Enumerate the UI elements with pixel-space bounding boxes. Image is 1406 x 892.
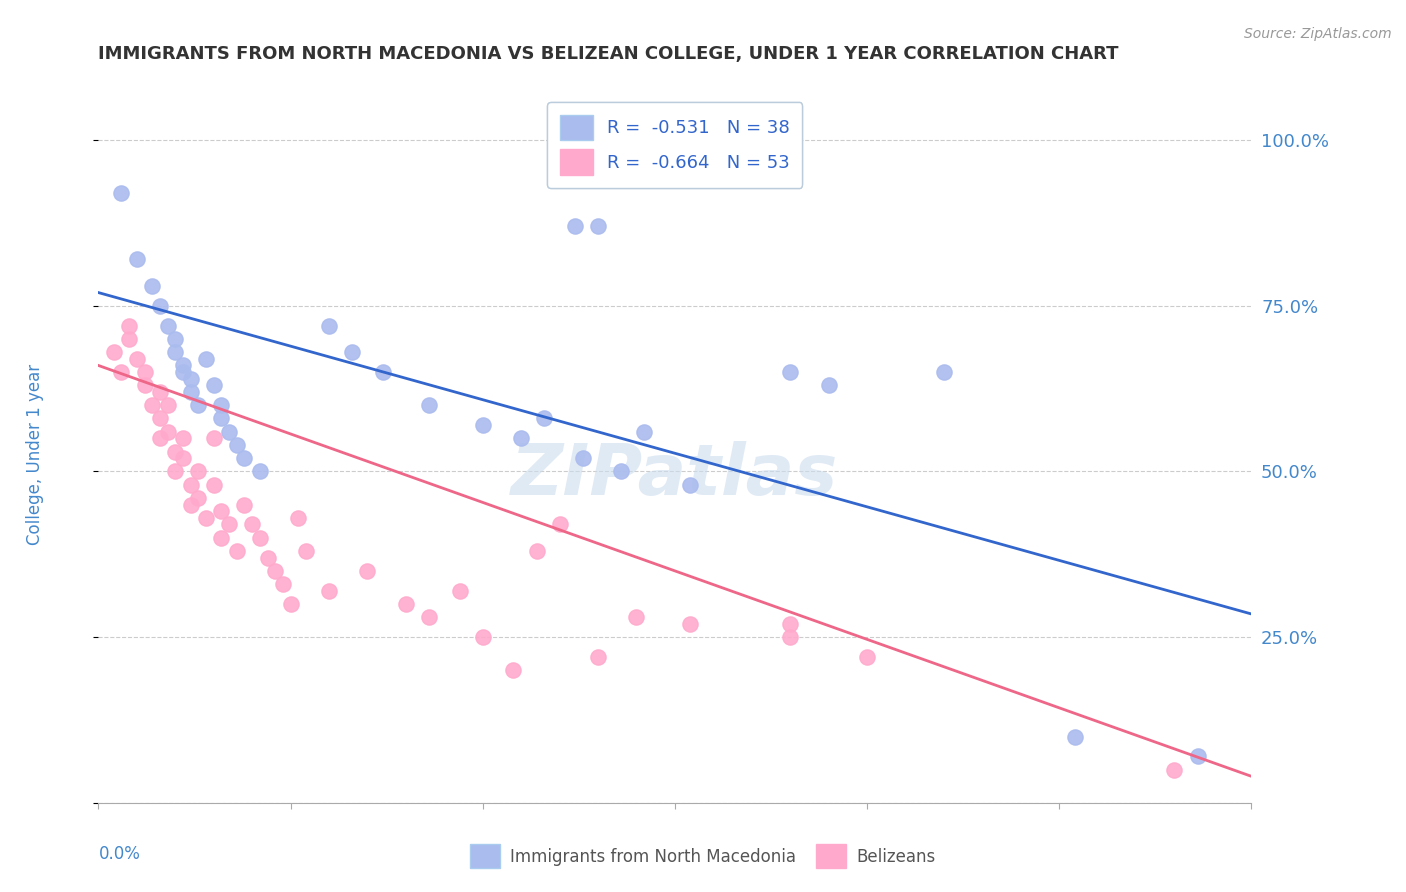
Point	[172, 431, 194, 445]
Point	[271, 577, 294, 591]
Point	[110, 365, 132, 379]
Point	[209, 531, 232, 545]
Point	[502, 663, 524, 677]
Point	[249, 531, 271, 545]
Point	[180, 498, 202, 512]
Legend: Immigrants from North Macedonia, Belizeans: Immigrants from North Macedonia, Belizea…	[464, 838, 942, 875]
Point	[172, 359, 194, 373]
Point	[779, 630, 801, 644]
Point	[218, 517, 240, 532]
Text: IMMIGRANTS FROM NORTH MACEDONIA VS BELIZEAN COLLEGE, UNDER 1 YEAR CORRELATION CH: IMMIGRANTS FROM NORTH MACEDONIA VS BELIZ…	[98, 45, 1119, 62]
Point	[149, 411, 172, 425]
Point	[156, 425, 179, 439]
Point	[449, 583, 471, 598]
Point	[225, 438, 247, 452]
Point	[240, 517, 263, 532]
Point	[202, 378, 225, 392]
Point	[180, 384, 202, 399]
Point	[134, 365, 156, 379]
Point	[626, 610, 648, 624]
Point	[817, 378, 839, 392]
Point	[256, 550, 278, 565]
Point	[471, 630, 494, 644]
Point	[165, 332, 187, 346]
Point	[149, 384, 172, 399]
Text: Source: ZipAtlas.com: Source: ZipAtlas.com	[1244, 27, 1392, 41]
Point	[187, 465, 209, 479]
Text: ZIPatlas: ZIPatlas	[512, 442, 838, 510]
Point	[233, 498, 256, 512]
Point	[110, 186, 132, 201]
Point	[633, 425, 655, 439]
Point	[172, 451, 194, 466]
Point	[318, 318, 340, 333]
Point	[318, 583, 340, 598]
Point	[233, 451, 256, 466]
Legend: R =  -0.531   N = 38, R =  -0.664   N = 53: R = -0.531 N = 38, R = -0.664 N = 53	[547, 103, 803, 187]
Point	[125, 351, 148, 366]
Point	[264, 564, 287, 578]
Point	[202, 477, 225, 491]
Point	[418, 398, 440, 412]
Point	[180, 372, 202, 386]
Point	[679, 477, 702, 491]
Point	[280, 597, 302, 611]
Point	[118, 318, 141, 333]
Point	[195, 511, 218, 525]
Point	[586, 219, 609, 234]
Point	[134, 378, 156, 392]
Point	[209, 504, 232, 518]
Point	[418, 610, 440, 624]
Point	[287, 511, 309, 525]
Point	[779, 616, 801, 631]
Point	[610, 465, 633, 479]
Text: College, Under 1 year: College, Under 1 year	[25, 364, 44, 546]
Point	[932, 365, 955, 379]
Point	[395, 597, 418, 611]
Point	[141, 279, 163, 293]
Point	[165, 444, 187, 458]
Point	[571, 451, 593, 466]
Point	[149, 299, 172, 313]
Point	[856, 650, 879, 665]
Point	[510, 431, 533, 445]
Point	[156, 318, 179, 333]
Point	[209, 398, 232, 412]
Point	[371, 365, 394, 379]
Point	[586, 650, 609, 665]
Point	[195, 351, 218, 366]
Point	[156, 398, 179, 412]
Point	[533, 411, 555, 425]
Text: 0.0%: 0.0%	[98, 845, 141, 863]
Point	[187, 491, 209, 505]
Point	[526, 544, 548, 558]
Point	[209, 411, 232, 425]
Point	[340, 345, 363, 359]
Point	[125, 252, 148, 267]
Point	[187, 398, 209, 412]
Point	[295, 544, 318, 558]
Point	[180, 477, 202, 491]
Point	[165, 465, 187, 479]
Point	[1063, 730, 1085, 744]
Point	[149, 431, 172, 445]
Point	[249, 465, 271, 479]
Point	[141, 398, 163, 412]
Point	[1163, 763, 1185, 777]
Point	[103, 345, 125, 359]
Point	[225, 544, 247, 558]
Point	[218, 425, 240, 439]
Point	[564, 219, 586, 234]
Point	[118, 332, 141, 346]
Point	[548, 517, 571, 532]
Point	[202, 431, 225, 445]
Point	[471, 418, 494, 433]
Point	[679, 616, 702, 631]
Point	[779, 365, 801, 379]
Point	[356, 564, 378, 578]
Point	[1187, 749, 1209, 764]
Point	[165, 345, 187, 359]
Point	[172, 365, 194, 379]
